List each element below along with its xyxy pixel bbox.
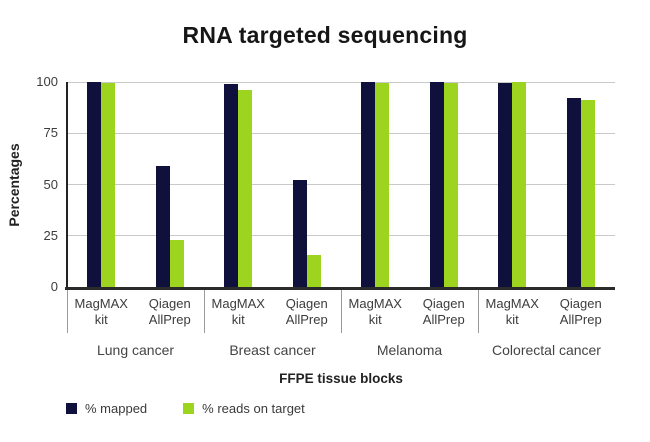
chart-legend: % mapped % reads on target xyxy=(66,401,341,416)
group-separator xyxy=(66,290,68,333)
x-axis-title: FFPE tissue blocks xyxy=(279,371,403,386)
bar-reads_on_target-melanoma-qiagen-allprep xyxy=(443,83,458,287)
cluster-label: Qiagen AllPrep xyxy=(422,296,465,327)
bar-reads_on_target-melanoma-magmax-kit xyxy=(375,83,390,287)
y-tick-label-50: 50 xyxy=(43,176,58,192)
bar-mapped-breast-cancer-qiagen-allprep xyxy=(292,180,307,287)
group-label: Breast cancer xyxy=(229,342,316,358)
bar-mapped-lung-cancer-magmax-kit xyxy=(87,82,102,287)
bar-mapped-colorectal-cancer-magmax-kit xyxy=(498,83,513,287)
gridline-25 xyxy=(67,235,615,237)
bar-mapped-colorectal-cancer-qiagen-allprep xyxy=(566,98,581,287)
y-tick-label-0: 0 xyxy=(50,279,58,294)
chart-title: RNA targeted sequencing xyxy=(182,22,468,48)
group-separator xyxy=(477,290,479,333)
y-tick-label-100: 100 xyxy=(36,74,58,89)
group-label: Lung cancer xyxy=(96,342,175,358)
group-label: Melanoma xyxy=(376,342,443,358)
bar-reads_on_target-lung-cancer-qiagen-allprep xyxy=(169,239,184,287)
cluster-label: Qiagen AllPrep xyxy=(148,296,191,327)
gridline-50 xyxy=(67,184,615,185)
plot-area xyxy=(67,81,615,287)
legend-item-mapped: % mapped xyxy=(66,401,147,416)
cluster-label: MagMAX kit xyxy=(211,296,265,327)
legend-swatch-icon xyxy=(183,403,195,414)
group-label: Colorectal cancer xyxy=(492,342,601,358)
cluster-label: Qiagen AllPrep xyxy=(285,296,328,327)
legend-label: % mapped xyxy=(85,401,148,416)
y-tick-label-75: 75 xyxy=(43,125,58,141)
bar-reads_on_target-colorectal-cancer-qiagen-allprep xyxy=(580,100,595,287)
legend-swatch-icon xyxy=(66,403,77,414)
group-separator xyxy=(340,290,342,333)
bar-mapped-melanoma-magmax-kit xyxy=(361,82,376,287)
cluster-label: Qiagen AllPrep xyxy=(559,296,602,327)
bar-reads_on_target-breast-cancer-qiagen-allprep xyxy=(306,255,321,287)
y-tick-label-25: 25 xyxy=(43,227,58,243)
bar-reads_on_target-colorectal-cancer-magmax-kit xyxy=(512,82,527,287)
bar-mapped-breast-cancer-magmax-kit xyxy=(224,84,239,287)
legend-label: % reads on target xyxy=(202,401,305,416)
group-separator xyxy=(203,290,205,333)
gridline-100 xyxy=(67,81,615,83)
cluster-label: MagMAX kit xyxy=(485,296,539,327)
y-axis-tick-labels: 0 25 50 75 100 xyxy=(0,74,58,294)
bar-reads_on_target-breast-cancer-magmax-kit xyxy=(238,90,253,287)
bar-mapped-melanoma-qiagen-allprep xyxy=(429,82,444,287)
gridline-75 xyxy=(67,132,615,134)
legend-item-reads_on_target: % reads on target xyxy=(183,401,305,416)
bar-mapped-lung-cancer-qiagen-allprep xyxy=(155,166,170,287)
cluster-label: MagMAX kit xyxy=(348,296,402,327)
bar-reads_on_target-lung-cancer-magmax-kit xyxy=(101,83,116,287)
y-axis-line xyxy=(66,82,68,288)
cluster-label: MagMAX kit xyxy=(74,296,128,327)
x-axis-line xyxy=(65,287,615,290)
